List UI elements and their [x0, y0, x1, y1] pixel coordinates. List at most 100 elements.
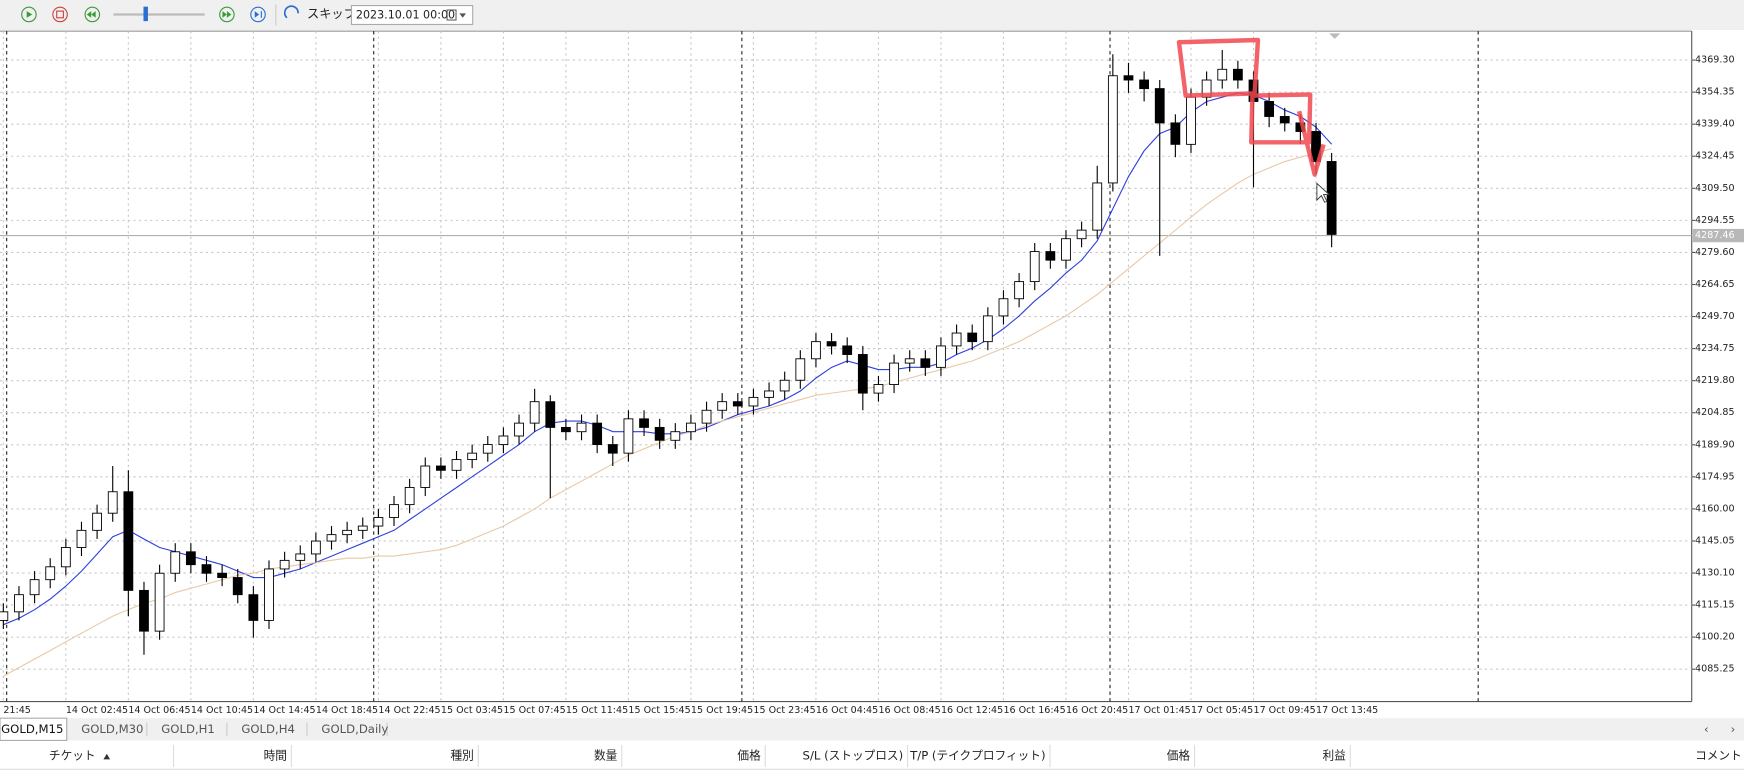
end-button[interactable]: [250, 6, 266, 23]
y-tick-label: 4174.95: [1695, 471, 1734, 482]
candle-body: [279, 559, 290, 570]
column-header[interactable]: 価格: [737, 748, 761, 762]
y-tick-label: 4085.25: [1695, 664, 1734, 675]
moving-average: [3, 92, 1333, 626]
candle-body: [951, 332, 962, 347]
candle-body: [920, 358, 931, 368]
tab[interactable]: GOLD,M30: [81, 722, 143, 736]
y-tick-label: 4234.75: [1695, 343, 1734, 354]
shift-marker: [1329, 33, 1341, 39]
y-tick-label: 4294.55: [1695, 215, 1734, 226]
candle-body: [170, 551, 181, 574]
candle-body: [545, 401, 556, 428]
candle-body: [826, 341, 837, 347]
active-tab[interactable]: [0, 717, 68, 741]
tab-scroll-left[interactable]: ‹: [1704, 722, 1709, 736]
column-header[interactable]: S/L (ストップロス): [803, 748, 904, 762]
date-box[interactable]: [350, 5, 474, 26]
candle-body: [14, 594, 24, 613]
current-price-box: [1692, 228, 1744, 243]
y-tick-label: 4130.10: [1695, 568, 1734, 579]
x-tick-label: 17 Oct 09:45: [1254, 705, 1316, 716]
candle-body: [123, 491, 134, 591]
candle-body: [45, 566, 56, 581]
candle-body: [217, 572, 228, 578]
column-header[interactable]: コメント: [1695, 748, 1742, 762]
candle-body: [373, 517, 384, 527]
rewind-button[interactable]: [84, 6, 101, 23]
candle-body: [998, 298, 1009, 317]
candle-body: [967, 332, 978, 343]
tab-bar: [0, 718, 1744, 741]
x-tick-label: 21:45: [3, 705, 31, 716]
candle-body: [889, 362, 899, 385]
trade-panel: [0, 741, 1744, 776]
candle-body: [592, 422, 603, 446]
candle-body: [1264, 101, 1275, 117]
tab[interactable]: GOLD,H1: [161, 722, 215, 736]
candle-body: [420, 465, 431, 488]
x-tick-label: 15 Oct 19:45: [691, 705, 753, 716]
x-tick-label: 17 Oct 01:45: [1128, 705, 1190, 716]
column-header[interactable]: 利益: [1322, 748, 1346, 762]
candle-body: [435, 465, 446, 471]
tab-scroll-right[interactable]: ›: [1731, 722, 1736, 736]
candle-body: [701, 409, 712, 424]
x-tick-label: 15 Oct 23:45: [753, 705, 815, 716]
y-tick-label: 4204.85: [1695, 407, 1734, 418]
candle-body: [1076, 229, 1087, 240]
candle-body: [982, 315, 993, 343]
tab[interactable]: GOLD,Daily: [321, 722, 388, 736]
candle-body: [310, 540, 321, 555]
candle-body: [811, 341, 821, 360]
candle-body: [936, 345, 946, 368]
candle-body: [1217, 68, 1228, 81]
column-header[interactable]: 種別: [450, 748, 473, 762]
red-box: [1249, 92, 1313, 145]
tab[interactable]: GOLD,M15: [1, 722, 63, 736]
y-tick-label: 4189.90: [1695, 439, 1734, 450]
candle-body: [60, 547, 71, 568]
y-tick-label: 4249.70: [1695, 311, 1734, 322]
candle-body: [639, 418, 649, 428]
candle-body: [670, 431, 681, 441]
skip-label[interactable]: スキップ: [307, 7, 357, 21]
play-button[interactable]: [21, 6, 37, 23]
candle-body: [248, 594, 259, 621]
column-header[interactable]: チケット: [49, 748, 96, 762]
y-tick-label: 4145.05: [1695, 535, 1734, 546]
y-tick-label: 4324.45: [1695, 151, 1734, 162]
column-header[interactable]: 価格: [1167, 748, 1191, 762]
candle-body: [357, 525, 368, 531]
candle-body: [654, 426, 665, 441]
slider-thumb[interactable]: [143, 6, 148, 22]
candle-body: [1014, 281, 1024, 300]
column-header[interactable]: 時間: [264, 748, 287, 762]
candle-body: [404, 487, 415, 506]
y-tick-label: 4339.40: [1695, 119, 1734, 130]
candle-body: [1123, 75, 1134, 81]
x-tick-label: 14 Oct 06:45: [128, 705, 190, 716]
candle-body: [1154, 88, 1165, 124]
candle-body: [154, 572, 165, 632]
tabs: GOLD,M15 GOLD,M30 GOLD,H1 GOLD,H4 GOLD,Daily: [0, 717, 388, 741]
candle-body: [1107, 75, 1118, 184]
y-tick-label: 4160.00: [1695, 503, 1734, 514]
table-header: チケット 時間 種別 数量 価格 S/L (ストップロス) T/P (テイクプロフィット) 価…: [49, 744, 1742, 768]
x-tick-label: 15 Oct 03:45: [441, 705, 503, 716]
column-header[interactable]: 数量: [594, 748, 618, 762]
moving-average: [3, 148, 1332, 677]
candle-body: [795, 358, 806, 381]
candle-body: [295, 553, 306, 561]
candle-body: [686, 422, 696, 433]
tab[interactable]: GOLD,H4: [241, 722, 295, 736]
column-header[interactable]: T/P (テイクプロフィット): [909, 748, 1045, 762]
candle-body: [29, 579, 40, 596]
x-tick-label: 14 Oct 10:45: [191, 705, 253, 716]
candle-body: [0, 611, 9, 621]
forward-button[interactable]: [219, 6, 235, 23]
candle-body: [904, 358, 915, 364]
y-tick-label: 4279.60: [1695, 247, 1734, 258]
stop-button[interactable]: [52, 6, 68, 23]
